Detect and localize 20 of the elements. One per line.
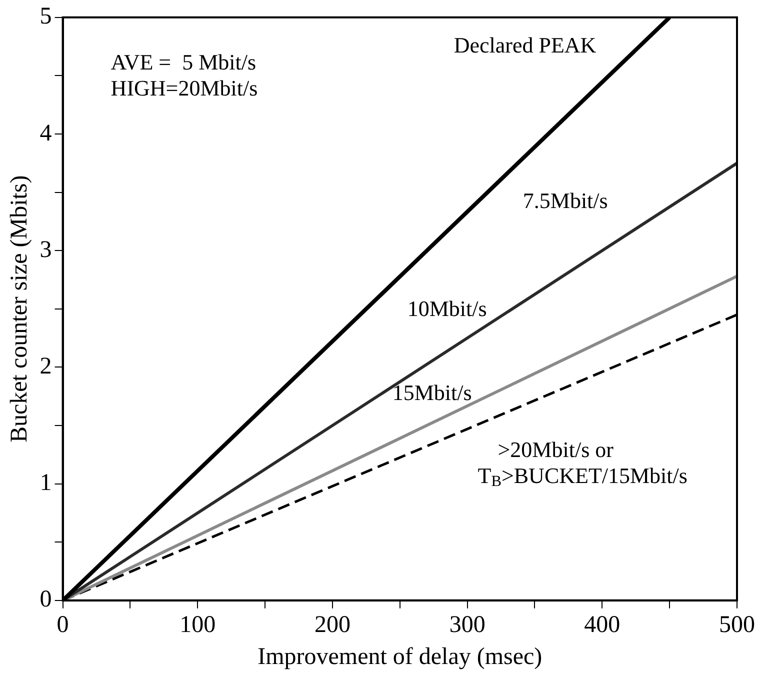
series-label: 7.5Mbit/s <box>522 188 608 214</box>
series-label: 15Mbit/s <box>392 380 472 405</box>
series-label: 10Mbit/s <box>407 296 487 322</box>
y-tick-label: 2 <box>40 353 52 380</box>
x-tick-label: 200 <box>314 612 350 638</box>
y-axis-title: Bucket counter size (Mbits) <box>6 175 33 443</box>
annotation: Declared PEAK <box>454 32 596 58</box>
x-tick-label: 400 <box>584 612 620 638</box>
x-tick-label: 300 <box>449 612 486 638</box>
y-tick-label: 5 <box>40 4 52 30</box>
annotation: HIGH=20Mbit/s <box>110 75 258 100</box>
x-tick-label: 500 <box>719 612 755 638</box>
annotation: AVE = 5 Mbit/s <box>110 49 256 74</box>
y-tick-label: 4 <box>40 120 52 146</box>
x-tick-label: 0 <box>56 612 69 638</box>
x-tick-label: 100 <box>180 612 216 638</box>
y-tick-label: 1 <box>40 470 52 496</box>
y-tick-label: 0 <box>40 586 52 613</box>
x-axis-title: Improvement of delay (msec) <box>258 644 542 670</box>
y-tick-label: 3 <box>40 236 52 263</box>
